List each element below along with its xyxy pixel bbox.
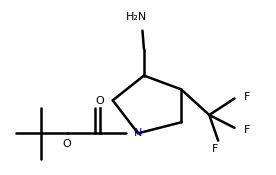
Text: F: F — [212, 144, 218, 154]
Text: O: O — [62, 139, 71, 149]
Text: N: N — [134, 128, 142, 138]
Text: F: F — [243, 92, 250, 102]
Text: O: O — [95, 96, 104, 106]
Text: F: F — [243, 125, 250, 135]
Text: H₂N: H₂N — [126, 12, 147, 22]
